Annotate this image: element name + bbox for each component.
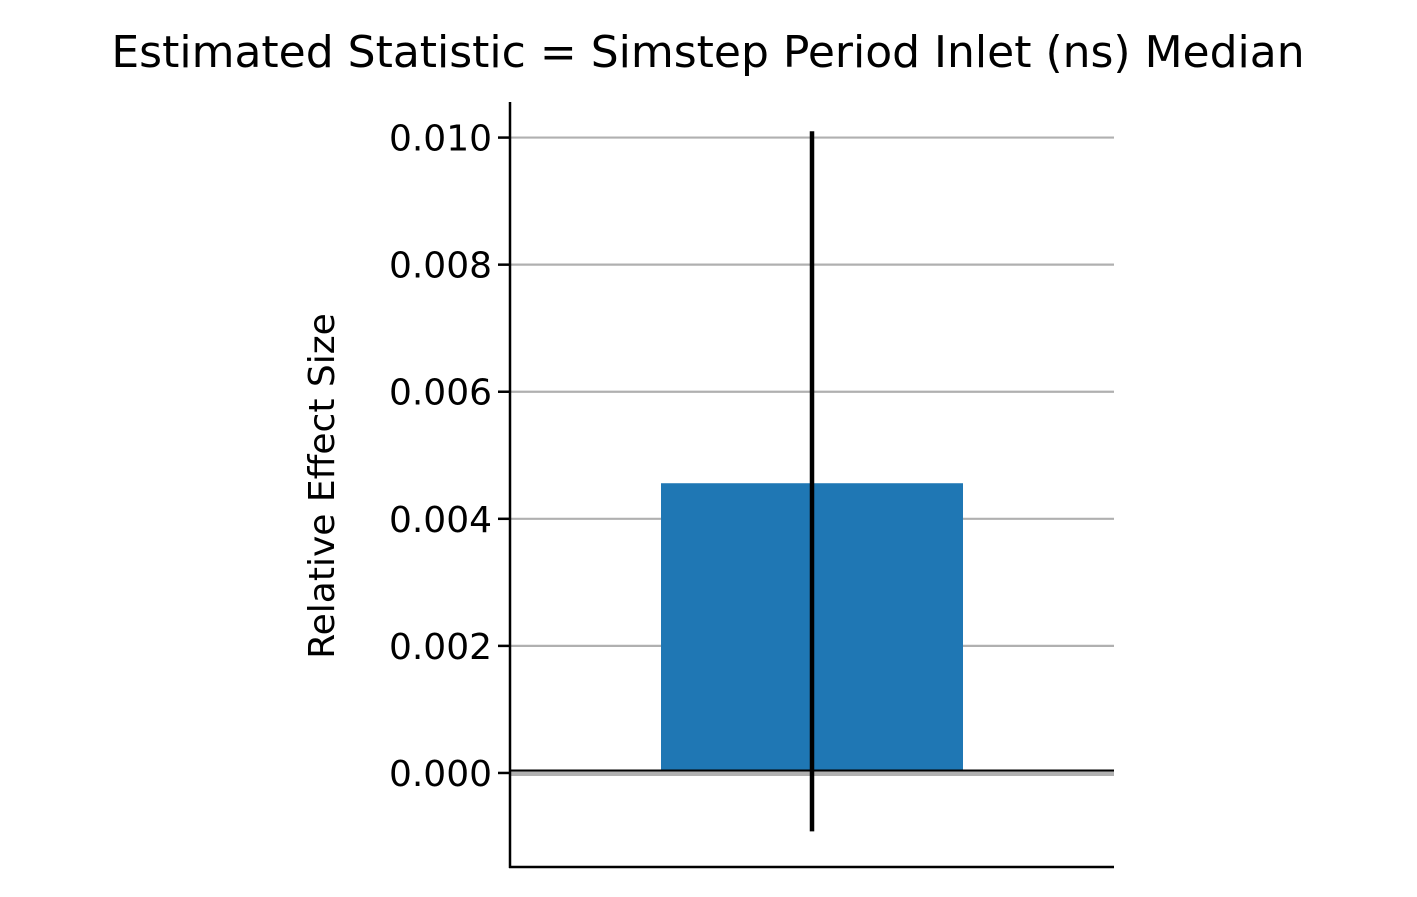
axes	[508, 102, 1114, 869]
y-ticks: 0.000 0.002 0.004 0.006 0.008 0.010	[389, 119, 510, 795]
y-axis-label: Relative Effect Size	[302, 313, 343, 659]
y-tick-label: 0.004	[389, 500, 492, 541]
y-tick-label: 0.002	[389, 627, 492, 668]
y-tick-label: 0.008	[389, 246, 492, 287]
y-tick-label: 0.006	[389, 373, 492, 414]
y-tick-label: 0.010	[389, 119, 492, 160]
chart-title: Estimated Statistic = Simstep Period Inl…	[111, 27, 1304, 78]
y-tick-label: 0.000	[389, 754, 492, 795]
